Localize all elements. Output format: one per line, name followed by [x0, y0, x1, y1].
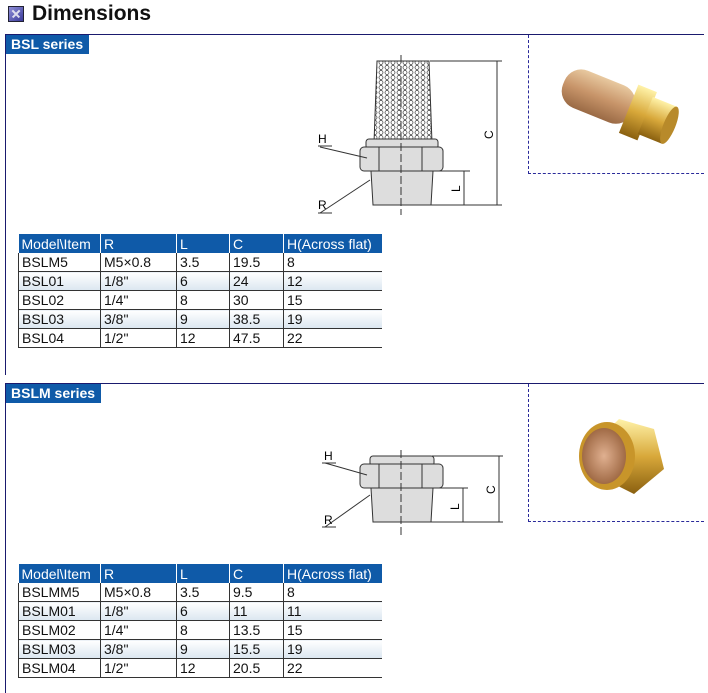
bsl-dimension-table: Model\Item R L C H(Across flat) BSLM5 M5×0.8 3…: [18, 234, 382, 348]
section-tab: BSL series: [6, 35, 90, 54]
table-row: BSL01 1/8" 6 24 12: [18, 271, 382, 291]
h-label: H: [324, 450, 333, 463]
table-row: BSL04 1/2" 12 47.5 22: [18, 328, 382, 348]
l-label: L: [449, 185, 463, 192]
h-label: H: [318, 132, 327, 146]
table-row: BSL02 1/4" 8 30 15: [18, 290, 382, 310]
table-row: BSLM5 M5×0.8 3.5 19.5 8: [18, 253, 382, 272]
table-row: BSLM03 3/8" 9 15.5 19: [18, 639, 382, 659]
product-photo-frame: [528, 35, 704, 174]
bslm-dimension-table: Model\Item R L C H(Across flat) BSLMM5 M5×0.8…: [18, 564, 382, 678]
r-label: R: [324, 513, 333, 527]
bsl-dimension-drawing: H R L C: [318, 55, 502, 215]
c-label: C: [482, 130, 496, 139]
table-row: BSLMM5 M5×0.8 3.5 9.5 8: [18, 583, 382, 602]
table-row: BSL03 3/8" 9 38.5 19: [18, 309, 382, 329]
table-header: Model\Item R L C H(Across flat): [18, 234, 382, 253]
page-title: Dimensions: [8, 2, 151, 26]
l-label: L: [448, 503, 462, 510]
r-label: R: [318, 198, 327, 212]
bslm-product-photo: [579, 419, 664, 494]
table-row: BSLM02 1/4" 8 13.5 15: [18, 620, 382, 640]
product-photo-frame: [528, 384, 704, 522]
section-tab: BSLM series: [6, 384, 102, 403]
bslm-section: BSLM series: [5, 383, 704, 693]
c-label: C: [484, 485, 498, 494]
title-bullet-icon: [8, 6, 24, 22]
table-row: BSLM04 1/2" 12 20.5 22: [18, 658, 382, 678]
bslm-dimension-drawing: H R L C: [322, 450, 503, 535]
bsl-section: BSL series: [5, 34, 704, 375]
table-header: Model\Item R L C H(Across flat): [18, 564, 382, 583]
bsl-product-photo: [561, 69, 679, 144]
table-row: BSLM01 1/8" 6 11 11: [18, 601, 382, 621]
